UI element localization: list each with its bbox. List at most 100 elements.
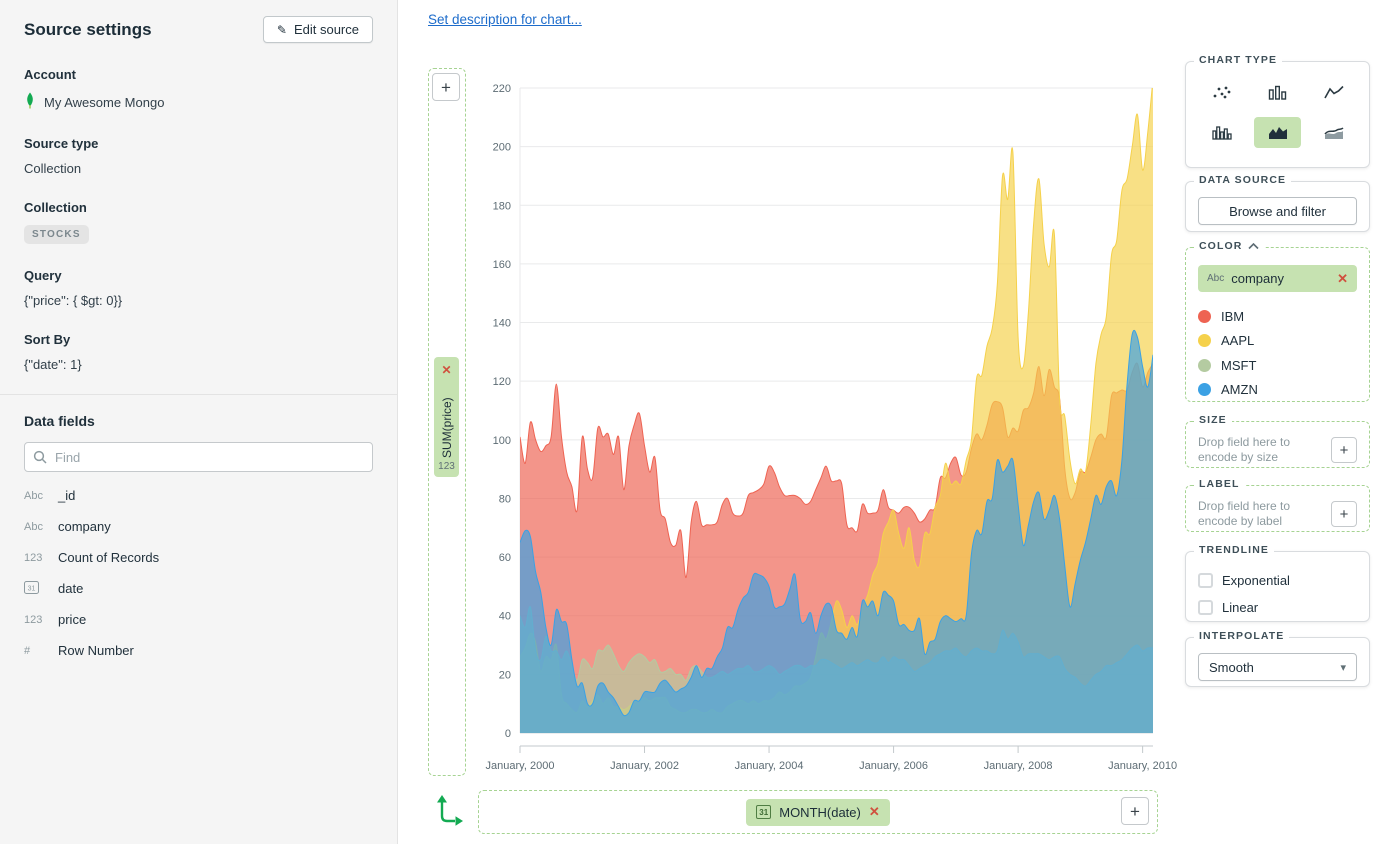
color-channel-panel[interactable]: COLOR Abc company ✕ IBM AAPL MSFT AMZN: [1185, 240, 1370, 403]
x-tick-label: January, 2002: [610, 760, 679, 772]
y-axis-field-label: SUM(price): [439, 397, 454, 458]
legend-item-AAPL: AAPL: [1198, 329, 1357, 354]
mongodb-leaf-icon: [24, 92, 36, 112]
browse-and-filter-button[interactable]: Browse and filter: [1198, 197, 1357, 225]
field-name-label: price: [58, 612, 87, 627]
y-tick-label: 140: [493, 318, 511, 330]
x-axis-field-pill[interactable]: 31 MONTH(date) ✕: [746, 798, 890, 826]
label-title: LABEL: [1194, 478, 1245, 490]
field-type-label: 123: [24, 613, 43, 626]
x-tick-label: January, 2004: [735, 760, 804, 772]
checkbox-linear[interactable]: [1198, 599, 1213, 615]
sort-by-label: Sort By: [24, 332, 71, 347]
collection-label: Collection: [24, 200, 87, 215]
label-channel-panel[interactable]: LABEL Drop field here to encode by label…: [1185, 478, 1370, 532]
query-value: {"price": { $gt: 0}}: [24, 293, 123, 308]
interpolate-panel: INTERPOLATE Smooth ▾: [1185, 630, 1370, 687]
checkbox-exponential[interactable]: [1198, 572, 1213, 588]
area-series-AMZN: [520, 330, 1153, 733]
size-channel-panel[interactable]: SIZE Drop field here to encode by size +: [1185, 414, 1370, 468]
account-label: Account: [24, 67, 76, 82]
field-name-label: company: [58, 519, 111, 534]
x-axis-drop-zone[interactable]: 31 MONTH(date) ✕ +: [478, 790, 1158, 834]
x-tick-label: January, 2000: [486, 760, 555, 772]
field-search-input[interactable]: [24, 442, 373, 472]
y-tick-label: 0: [505, 728, 511, 740]
field-type-label: #: [24, 644, 31, 657]
chart-type-line[interactable]: [1310, 77, 1357, 108]
field-name-label: Row Number: [58, 643, 134, 658]
field-row-row-number[interactable]: # Row Number: [24, 635, 373, 666]
chart-type-panel: CHART TYPE: [1185, 54, 1370, 168]
trendline-option-linear: Linear: [1198, 595, 1357, 619]
y-tick-label: 40: [499, 611, 511, 623]
trendline-options: Exponential Linear: [1198, 568, 1357, 619]
edit-source-button[interactable]: ✎ Edit source: [262, 16, 373, 43]
remove-y-field-icon[interactable]: ✕: [441, 363, 452, 377]
swap-axes-icon[interactable]: [432, 792, 464, 830]
trendline-panel: TRENDLINE Exponential Linear: [1185, 544, 1370, 622]
chart-type-scatter[interactable]: [1198, 77, 1245, 108]
calendar-icon: 31: [24, 580, 48, 597]
y-axis-add-button[interactable]: +: [432, 73, 460, 101]
field-row-count-of-records[interactable]: 123 Count of Records: [24, 542, 373, 573]
source-settings-title: Source settings: [24, 19, 152, 39]
chart-type-area[interactable]: [1254, 117, 1301, 148]
y-axis-drop-zone[interactable]: + ✕ SUM(price) 123: [428, 68, 466, 776]
legend-item-IBM: IBM: [1198, 304, 1357, 329]
legend-dot-IBM: [1198, 309, 1211, 323]
y-axis-field-pill[interactable]: ✕ SUM(price) 123: [434, 357, 459, 477]
source-settings-panel: Source settings ✎ Edit source Account My…: [0, 0, 398, 844]
remove-color-field-icon[interactable]: ✕: [1337, 270, 1348, 286]
trendline-title: TRENDLINE: [1194, 544, 1274, 556]
legend-item-MSFT: MSFT: [1198, 353, 1357, 378]
y-tick-label: 220: [493, 83, 511, 95]
legend-label: MSFT: [1221, 357, 1257, 373]
legend-label: IBM: [1221, 308, 1245, 324]
x-tick-label: January, 2010: [1108, 760, 1177, 772]
interpolate-value: Smooth: [1209, 659, 1254, 675]
chart-type-stacked-area[interactable]: [1310, 117, 1357, 148]
legend-label: AAPL: [1221, 333, 1255, 349]
checkbox-label: Exponential: [1222, 572, 1290, 588]
remove-x-field-icon[interactable]: ✕: [868, 804, 880, 819]
chart-type-column[interactable]: [1254, 77, 1301, 108]
size-hint-line1: Drop field here to: [1198, 435, 1291, 449]
query-label: Query: [24, 268, 62, 283]
size-hint-line2: encode by size: [1198, 450, 1279, 464]
x-tick-label: January, 2006: [859, 760, 928, 772]
field-name-label: date: [58, 581, 84, 596]
data-source-panel: DATA SOURCE Browse and filter: [1185, 174, 1370, 232]
edit-source-label: Edit source: [293, 22, 359, 37]
sort-by-value: {"date": 1}: [24, 357, 82, 372]
y-tick-label: 200: [493, 142, 511, 154]
field-row-company[interactable]: Abc company: [24, 511, 373, 542]
data-fields-list: Abc _id Abc company 123 Count of Records 31 dat…: [24, 480, 373, 666]
field-row-price[interactable]: 123 price: [24, 604, 373, 635]
label-add-button[interactable]: +: [1331, 501, 1357, 527]
y-axis-field-type: 123: [438, 461, 455, 472]
field-row-_id[interactable]: Abc _id: [24, 480, 373, 511]
legend-item-AMZN: AMZN: [1198, 378, 1357, 403]
y-tick-label: 160: [493, 259, 511, 271]
source-type-value: Collection: [24, 161, 82, 176]
field-row-date[interactable]: 31 date: [24, 573, 373, 604]
y-tick-label: 180: [493, 200, 511, 212]
chart-type-histogram[interactable]: [1198, 117, 1245, 148]
field-name-label: Count of Records: [58, 550, 160, 565]
pencil-icon: ✎: [276, 22, 287, 37]
svg-text:31: 31: [28, 586, 36, 593]
interpolate-select[interactable]: Smooth ▾: [1198, 653, 1357, 681]
set-description-link[interactable]: Set description for chart...: [428, 12, 582, 27]
chevron-down-icon: ▾: [1340, 661, 1346, 674]
x-axis-add-button[interactable]: +: [1121, 797, 1149, 825]
y-tick-label: 20: [499, 669, 511, 681]
label-hint-line1: Drop field here to: [1198, 499, 1291, 513]
chart-type-title: CHART TYPE: [1194, 54, 1283, 66]
chevron-up-icon[interactable]: [1248, 242, 1259, 250]
field-type-label: Abc: [24, 489, 43, 502]
area-chart: 0 20 40 60 80 100 120 140 160 180 200 220 January, 2…: [486, 83, 1178, 772]
color-field-pill[interactable]: Abc company ✕: [1198, 265, 1357, 292]
size-add-button[interactable]: +: [1331, 437, 1357, 463]
collection-badge: STOCKS: [24, 225, 89, 244]
